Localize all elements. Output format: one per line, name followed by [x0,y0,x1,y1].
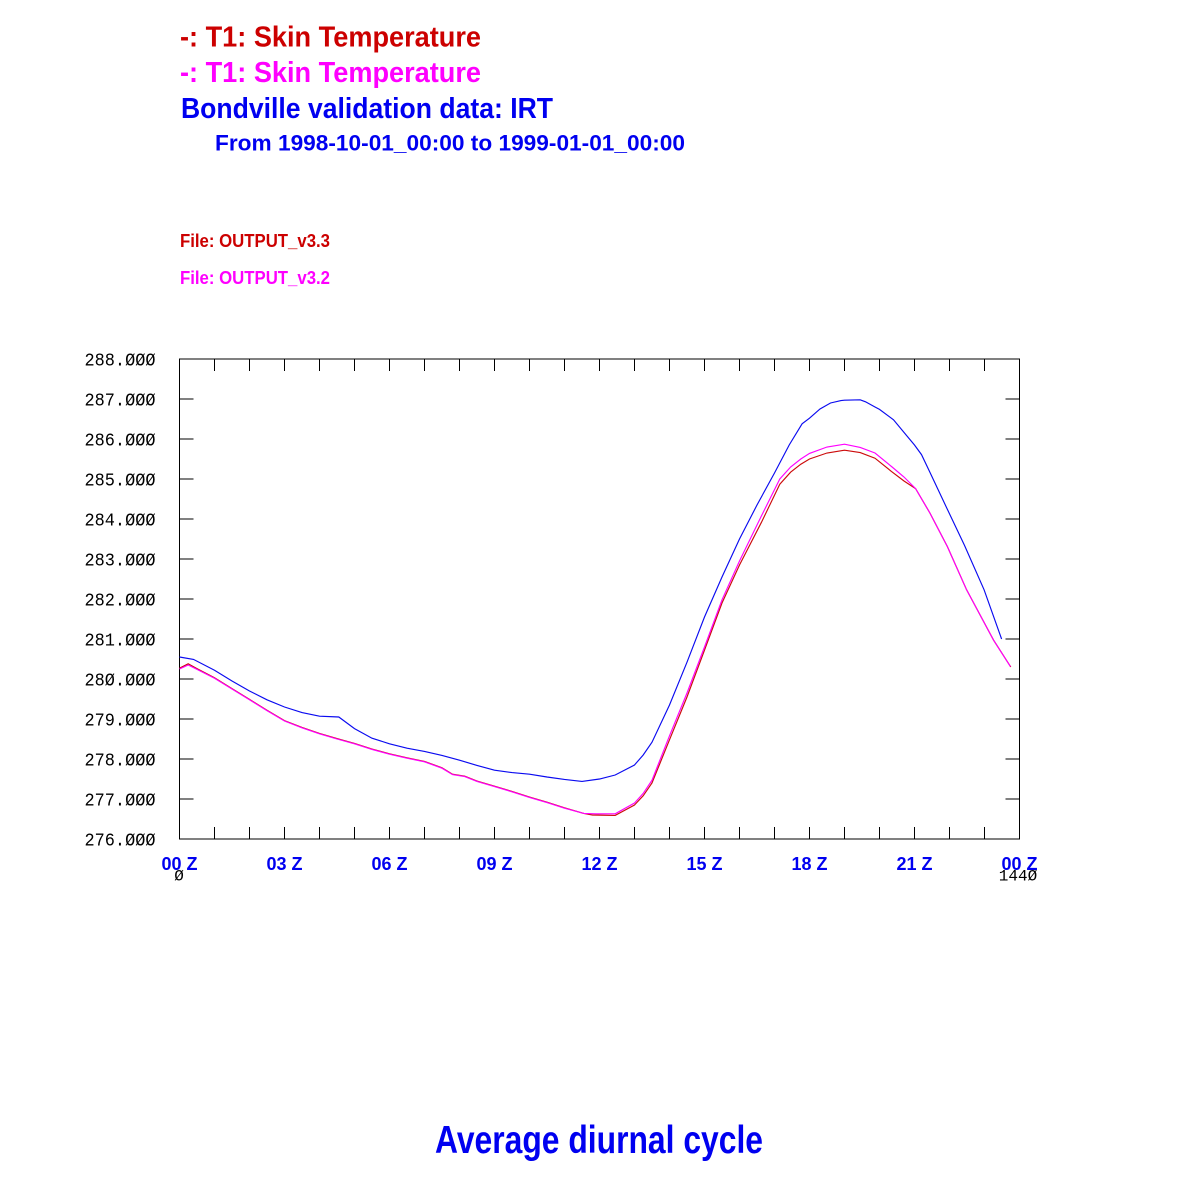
svg-text:File: OUTPUT_v3.3: File: OUTPUT_v3.3 [180,230,330,251]
svg-text:09 Z: 09 Z [476,854,512,874]
svg-text:Ø: Ø [174,868,184,886]
svg-text:286.ØØØ: 286.ØØØ [85,431,156,452]
svg-text:From 1998-10-01_00:00 to 1999-: From 1998-10-01_00:00 to 1999-01-01_00:0… [215,131,685,156]
svg-text:18 Z: 18 Z [791,854,827,874]
svg-text:28Ø.ØØØ: 28Ø.ØØØ [85,671,156,692]
svg-text:File: OUTPUT_v3.2: File: OUTPUT_v3.2 [180,267,330,288]
svg-text:288.ØØØ: 288.ØØØ [85,351,156,372]
svg-text:284.ØØØ: 284.ØØØ [85,511,156,532]
svg-text:21 Z: 21 Z [896,854,932,874]
svg-text:282.ØØØ: 282.ØØØ [85,591,156,612]
svg-text:00 Z: 00 Z [161,854,197,874]
svg-text:287.ØØØ: 287.ØØØ [85,391,156,412]
svg-text:-: T1: Skin Temperature: -: T1: Skin Temperature [180,57,481,89]
svg-text:15 Z: 15 Z [686,854,722,874]
svg-text:00 Z: 00 Z [1001,854,1037,874]
svg-text:281.ØØØ: 281.ØØØ [85,631,156,652]
svg-text:-: T1: Skin Temperature: -: T1: Skin Temperature [180,22,481,54]
svg-text:285.ØØØ: 285.ØØØ [85,471,156,492]
svg-text:06 Z: 06 Z [371,854,407,874]
svg-text:Average diurnal cycle: Average diurnal cycle [435,1119,763,1162]
svg-text:278.ØØØ: 278.ØØØ [85,751,156,772]
svg-text:276.ØØØ: 276.ØØØ [85,831,156,852]
svg-text:279.ØØØ: 279.ØØØ [85,711,156,732]
svg-text:12 Z: 12 Z [581,854,617,874]
svg-text:277.ØØØ: 277.ØØØ [85,791,156,812]
svg-text:03 Z: 03 Z [266,854,302,874]
svg-text:144Ø: 144Ø [999,868,1038,886]
svg-text:Bondville validation data: IRT: Bondville validation data: IRT [181,93,553,125]
svg-text:283.ØØØ: 283.ØØØ [85,551,156,572]
